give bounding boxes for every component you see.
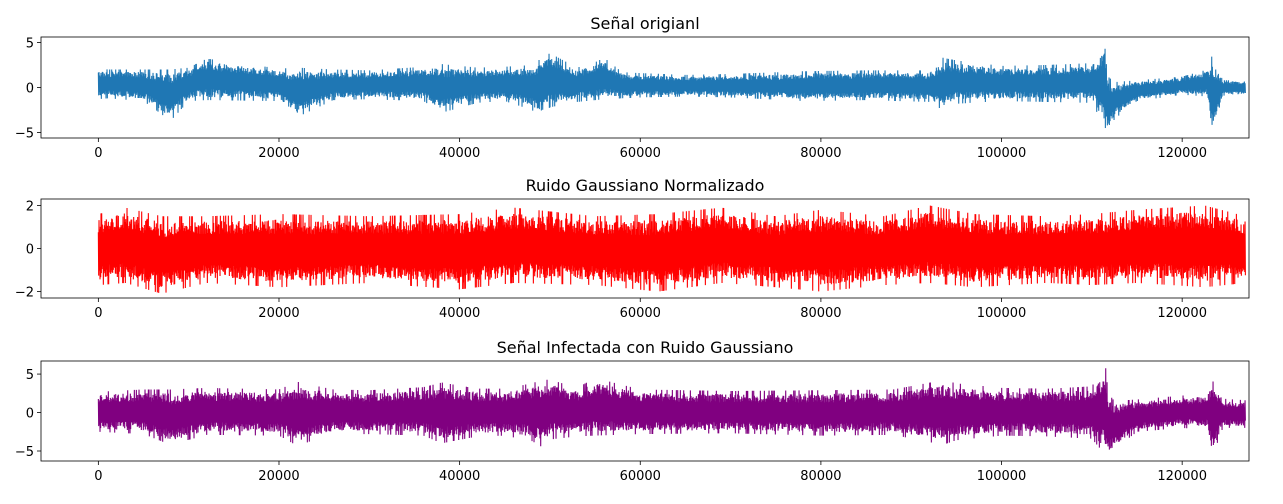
plot-frame bbox=[40, 360, 1250, 462]
x-tick-label: 20000 bbox=[258, 469, 299, 484]
y-tick-label: 2 bbox=[26, 199, 34, 214]
x-tick-label: 60000 bbox=[620, 146, 661, 161]
chart-panel-1: Señal origianl 0 20000 40000 60000 80000 10000… bbox=[15, 14, 1250, 161]
x-tick-label: 40000 bbox=[439, 146, 480, 161]
y-tick-label: 0 bbox=[26, 243, 34, 258]
x-tick-label: 80000 bbox=[800, 146, 841, 161]
x-tick-label: 120000 bbox=[1157, 306, 1207, 321]
y-tick-label: −5 bbox=[15, 127, 34, 142]
chart-panel-2: Ruido Gaussiano Normalizado 0 20000 40000 60… bbox=[15, 176, 1250, 321]
chart-title: Señal Infectada con Ruido Gaussiano bbox=[497, 338, 794, 357]
x-tick-label: 100000 bbox=[977, 469, 1027, 484]
x-tick-label: 60000 bbox=[620, 469, 661, 484]
y-tick-label: 5 bbox=[26, 36, 34, 51]
x-tick-label: 0 bbox=[94, 146, 102, 161]
y-tick-label: 5 bbox=[26, 368, 34, 383]
x-tick-label: 40000 bbox=[439, 306, 480, 321]
series-line bbox=[97, 205, 1246, 293]
x-tick-label: 100000 bbox=[977, 146, 1027, 161]
x-tick-label: 0 bbox=[94, 469, 102, 484]
y-tick-label: 0 bbox=[26, 82, 34, 97]
y-tick-label: −2 bbox=[15, 286, 34, 301]
series-line bbox=[97, 48, 1246, 129]
chart-title: Ruido Gaussiano Normalizado bbox=[526, 176, 765, 195]
x-tick-label: 120000 bbox=[1157, 469, 1207, 484]
x-tick-label: 40000 bbox=[439, 469, 480, 484]
chart-panel-3: Señal Infectada con Ruido Gaussiano 0 2000… bbox=[15, 338, 1250, 484]
x-tick-label: 100000 bbox=[977, 306, 1027, 321]
x-tick-label: 80000 bbox=[800, 469, 841, 484]
x-tick-label: 0 bbox=[94, 306, 102, 321]
x-tick-label: 20000 bbox=[258, 306, 299, 321]
x-tick-label: 80000 bbox=[800, 306, 841, 321]
series-line bbox=[97, 368, 1246, 450]
y-tick-label: 0 bbox=[26, 407, 34, 422]
x-tick-label: 60000 bbox=[620, 306, 661, 321]
chart-title: Señal origianl bbox=[590, 14, 699, 33]
x-tick-label: 20000 bbox=[258, 146, 299, 161]
y-tick-label: −5 bbox=[15, 445, 34, 460]
x-tick-label: 120000 bbox=[1157, 146, 1207, 161]
